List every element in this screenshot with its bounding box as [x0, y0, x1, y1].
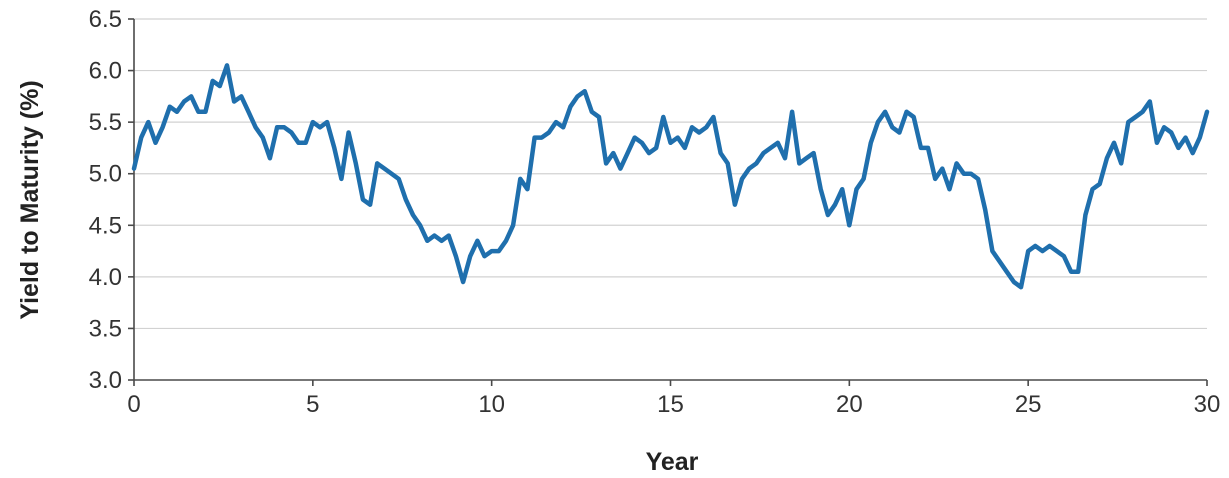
y-tick-label: 4.0: [89, 264, 122, 291]
y-tick-label: 3.0: [89, 367, 122, 394]
x-tick-label: 0: [127, 391, 140, 418]
x-tick-label: 15: [657, 391, 684, 418]
x-tick-label: 5: [306, 391, 319, 418]
x-tick-label: 20: [836, 391, 863, 418]
y-tick-label: 5.0: [89, 161, 122, 188]
y-tick-label: 3.5: [89, 315, 122, 342]
y-tick-label: 6.5: [89, 6, 122, 33]
axes: [133, 19, 1207, 381]
y-axis-title: Yield to Maturity (%): [16, 80, 44, 319]
y-tick-label: 5.5: [89, 109, 122, 136]
x-tick-label: 10: [478, 391, 505, 418]
x-axis-ticks: 0 5 10 15 20 25 30: [127, 380, 1220, 418]
series-group: [131, 63, 1210, 290]
y-tick-label: 6.0: [89, 58, 122, 85]
x-axis-title: Year: [646, 448, 699, 476]
yield-series-line: [131, 63, 1210, 290]
x-tick-label: 25: [1015, 391, 1042, 418]
y-tick-label: 4.5: [89, 212, 122, 239]
gridlines: [134, 18, 1207, 330]
x-tick-label: 30: [1194, 391, 1221, 418]
y-axis-ticks: 3.0 3.5 4.0 4.5 5.0 5.5 6.0 6.5: [89, 6, 134, 394]
